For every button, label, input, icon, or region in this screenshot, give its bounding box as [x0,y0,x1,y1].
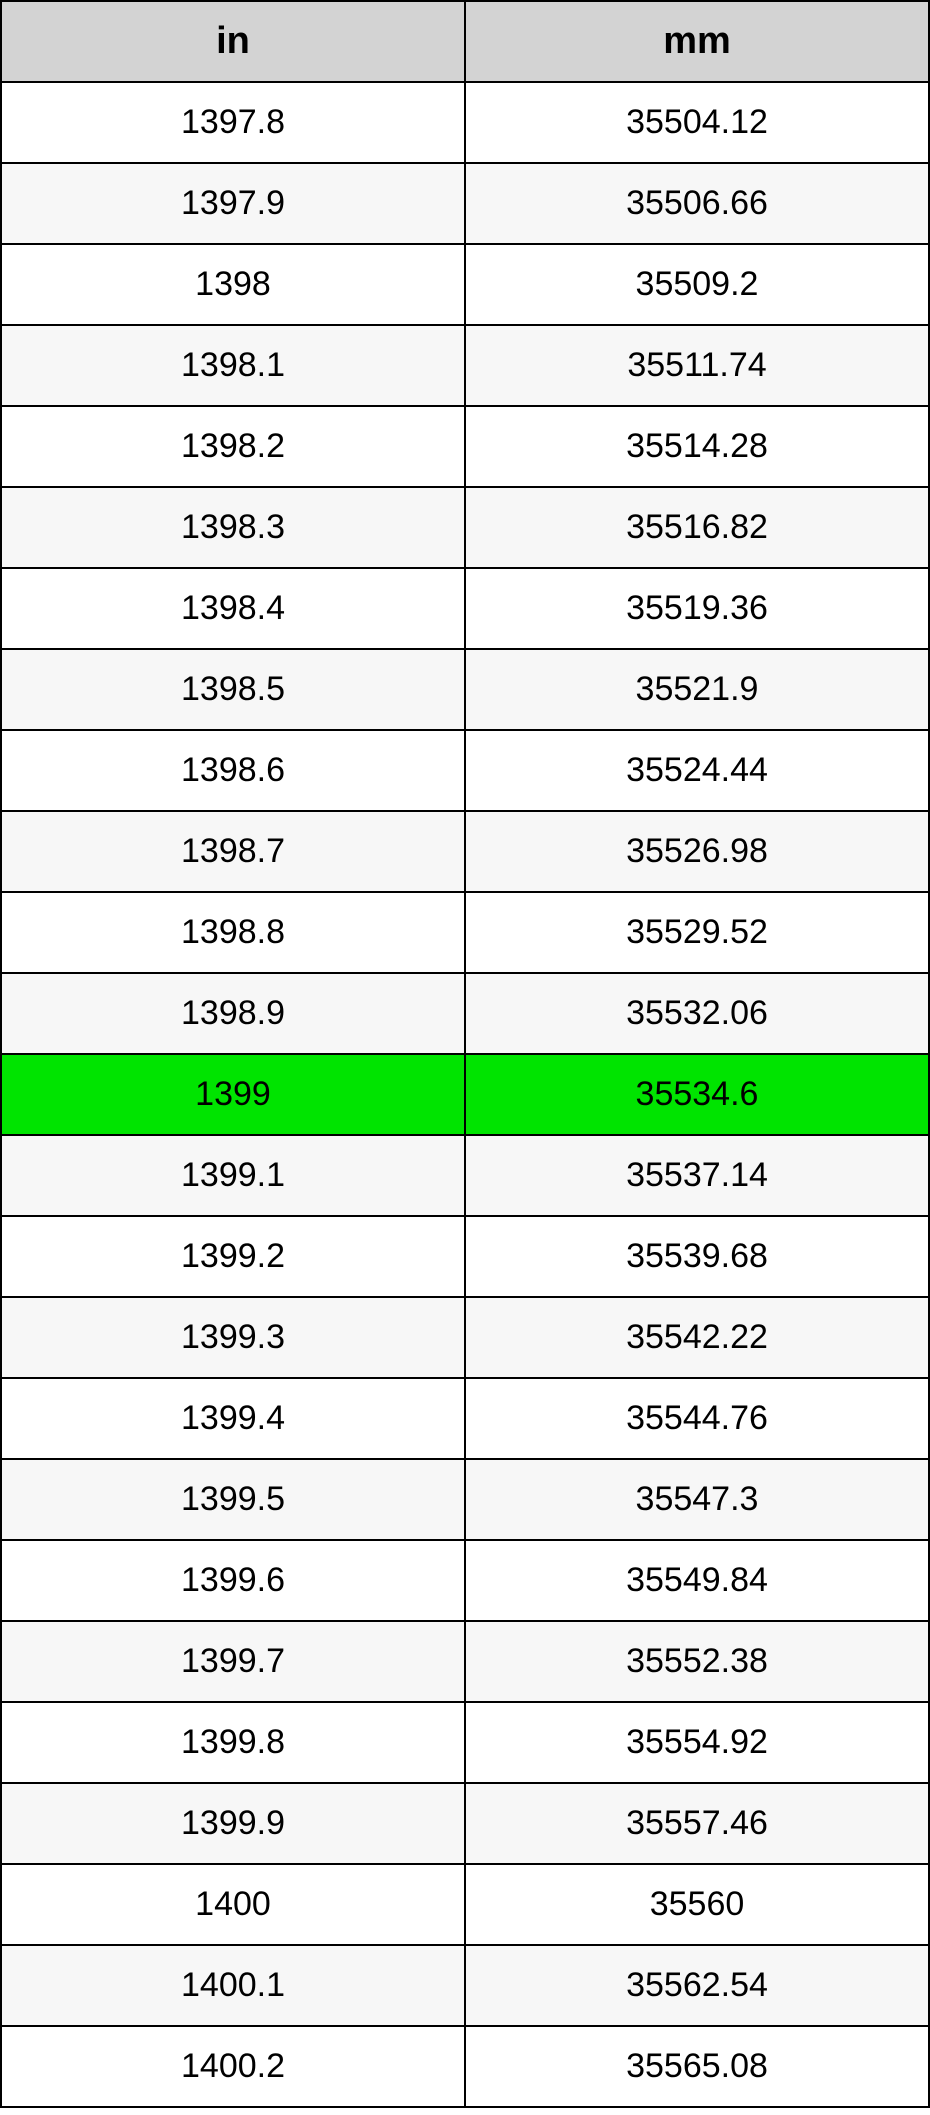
cell-mm: 35504.12 [465,82,929,163]
cell-in: 1400.1 [1,1945,465,2026]
cell-mm: 35547.3 [465,1459,929,1540]
cell-mm: 35552.38 [465,1621,929,1702]
cell-mm: 35514.28 [465,406,929,487]
cell-mm: 35537.14 [465,1135,929,1216]
table-row: 139935534.6 [1,1054,929,1135]
cell-mm: 35560 [465,1864,929,1945]
cell-mm: 35506.66 [465,163,929,244]
cell-mm: 35529.52 [465,892,929,973]
table-row: 1397.835504.12 [1,82,929,163]
table-row: 1399.835554.92 [1,1702,929,1783]
table-row: 1399.335542.22 [1,1297,929,1378]
cell-in: 1398.3 [1,487,465,568]
cell-mm: 35524.44 [465,730,929,811]
table-row: 1399.935557.46 [1,1783,929,1864]
cell-in: 1398.2 [1,406,465,487]
table-row: 1399.735552.38 [1,1621,929,1702]
cell-mm: 35565.08 [465,2026,929,2107]
cell-in: 1399.2 [1,1216,465,1297]
cell-mm: 35539.68 [465,1216,929,1297]
table-row: 1400.135562.54 [1,1945,929,2026]
table-row: 1398.135511.74 [1,325,929,406]
cell-in: 1398.7 [1,811,465,892]
cell-mm: 35511.74 [465,325,929,406]
table-row: 1398.235514.28 [1,406,929,487]
table-row: 1398.835529.52 [1,892,929,973]
cell-in: 1399.8 [1,1702,465,1783]
cell-in: 1399.9 [1,1783,465,1864]
table-row: 1398.435519.36 [1,568,929,649]
cell-in: 1400.2 [1,2026,465,2107]
table-row: 1400.235565.08 [1,2026,929,2107]
table-row: 1399.135537.14 [1,1135,929,1216]
cell-in: 1397.8 [1,82,465,163]
cell-mm: 35562.54 [465,1945,929,2026]
cell-in: 1398 [1,244,465,325]
table-row: 1398.635524.44 [1,730,929,811]
cell-in: 1399.5 [1,1459,465,1540]
table-row: 1398.535521.9 [1,649,929,730]
table-row: 1399.535547.3 [1,1459,929,1540]
cell-mm: 35521.9 [465,649,929,730]
cell-mm: 35544.76 [465,1378,929,1459]
table-row: 1397.935506.66 [1,163,929,244]
cell-mm: 35526.98 [465,811,929,892]
cell-in: 1398.5 [1,649,465,730]
table-row: 1398.335516.82 [1,487,929,568]
cell-in: 1399.7 [1,1621,465,1702]
table-row: 1398.935532.06 [1,973,929,1054]
conversion-table: in mm 1397.835504.121397.935506.66139835… [0,0,930,2108]
cell-mm: 35516.82 [465,487,929,568]
cell-mm: 35554.92 [465,1702,929,1783]
table-row: 1399.635549.84 [1,1540,929,1621]
cell-mm: 35549.84 [465,1540,929,1621]
table-row: 140035560 [1,1864,929,1945]
table-body: 1397.835504.121397.935506.66139835509.21… [1,82,929,2107]
cell-in: 1398.6 [1,730,465,811]
cell-mm: 35509.2 [465,244,929,325]
cell-in: 1398.9 [1,973,465,1054]
cell-mm: 35557.46 [465,1783,929,1864]
cell-mm: 35532.06 [465,973,929,1054]
cell-in: 1399 [1,1054,465,1135]
cell-in: 1398.8 [1,892,465,973]
cell-in: 1398.4 [1,568,465,649]
table-row: 1399.435544.76 [1,1378,929,1459]
cell-mm: 35542.22 [465,1297,929,1378]
cell-in: 1399.3 [1,1297,465,1378]
cell-in: 1399.4 [1,1378,465,1459]
table-row: 139835509.2 [1,244,929,325]
cell-mm: 35519.36 [465,568,929,649]
table-row: 1398.735526.98 [1,811,929,892]
cell-in: 1399.1 [1,1135,465,1216]
cell-in: 1398.1 [1,325,465,406]
cell-in: 1400 [1,1864,465,1945]
column-header-mm: mm [465,1,929,82]
table-row: 1399.235539.68 [1,1216,929,1297]
cell-in: 1397.9 [1,163,465,244]
cell-mm: 35534.6 [465,1054,929,1135]
cell-in: 1399.6 [1,1540,465,1621]
column-header-in: in [1,1,465,82]
table-header-row: in mm [1,1,929,82]
